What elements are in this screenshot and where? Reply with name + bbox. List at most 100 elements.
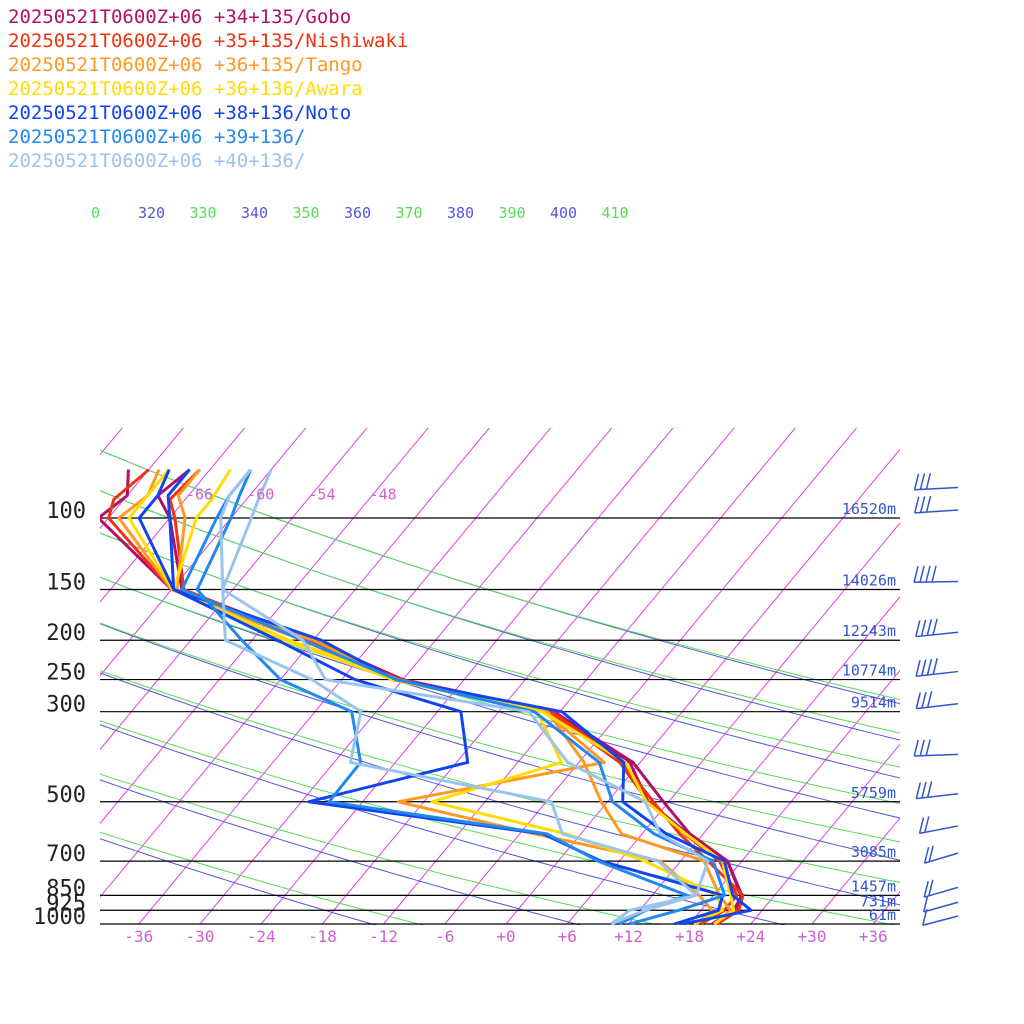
wind-barb xyxy=(914,495,959,514)
theta-label: 0 xyxy=(91,204,100,222)
wind-barb xyxy=(913,472,959,491)
pressure-level-label: 925 xyxy=(46,891,86,916)
pressure-level-label: 300 xyxy=(46,693,86,718)
wind-barb xyxy=(913,565,959,583)
isotherm-line xyxy=(934,428,1024,924)
dry-adiabat-line xyxy=(100,532,900,779)
height-label: 3085m xyxy=(851,843,896,861)
legend-entry: 20250521T0600Z+06 +34+135/Gobo xyxy=(8,6,352,28)
pressure-level-label: 200 xyxy=(46,621,86,646)
temperature-line xyxy=(172,468,736,925)
wind-barb xyxy=(918,816,959,835)
temperature-line xyxy=(180,468,727,925)
dry-adiabat-line xyxy=(100,672,900,906)
legend-entry: 20250521T0600Z+06 +39+136/ xyxy=(8,126,306,148)
dewpoint-line xyxy=(100,469,744,925)
x-tick-label: +36 xyxy=(859,927,888,946)
theta-label: 380 xyxy=(447,204,474,222)
dry-adiabat-line xyxy=(100,724,786,925)
x-tick-label: -30 xyxy=(186,927,215,946)
wind-barb xyxy=(913,739,959,757)
isotherm-line xyxy=(199,427,613,925)
legend-entry: 20250521T0600Z+06 +40+136/ xyxy=(8,150,306,172)
isotherm-line xyxy=(996,428,1024,924)
isotherm-line xyxy=(566,522,900,925)
moist-adiabat-line xyxy=(100,622,900,843)
wind-barb xyxy=(923,845,959,864)
wind-barb xyxy=(915,618,959,638)
wind-barb xyxy=(915,781,959,800)
height-label: 5759m xyxy=(851,784,896,802)
dry-adiabat-line xyxy=(100,490,900,741)
legend-entry: 20250521T0600Z+06 +38+136/Noto xyxy=(8,102,352,124)
dry-adiabat-line xyxy=(100,449,900,705)
isotherm-line xyxy=(100,427,490,898)
wind-barb xyxy=(922,909,959,926)
isotherm-line xyxy=(811,817,900,925)
height-label: 61m xyxy=(869,906,896,924)
pressure-level-label: 1000 xyxy=(33,905,86,930)
dewpoint-line xyxy=(117,469,714,925)
legend: 20250521T0600Z+06 +34+135/Gobo 20250521T0… xyxy=(8,5,408,173)
wind-barb xyxy=(923,879,959,898)
x-tick-label: -36 xyxy=(124,927,153,946)
isotherm-line xyxy=(383,427,796,925)
moist-adiabat-line xyxy=(100,449,900,701)
pressure-level-label: 500 xyxy=(46,783,86,808)
temperature-line xyxy=(166,468,753,925)
dry-adiabat-line xyxy=(100,623,900,861)
isotherm-line xyxy=(100,427,429,825)
pressure-level-label: 250 xyxy=(46,661,86,686)
moist-adiabat-line xyxy=(100,720,897,925)
dewpoint-line xyxy=(137,469,725,925)
isotherm-line xyxy=(100,427,245,603)
height-label: 12243m xyxy=(842,622,896,640)
dewpoint-line xyxy=(221,469,698,925)
theta-label: 330 xyxy=(189,204,216,222)
x-tick-label: +0 xyxy=(496,927,515,946)
x-tick-label: -18 xyxy=(308,927,337,946)
pressure-level-label: 850 xyxy=(46,876,86,901)
legend-entry: 20250521T0600Z+06 +35+135/Nishiwaki xyxy=(8,30,409,52)
isotherm-label: -60 xyxy=(247,485,274,503)
isotherm-line xyxy=(100,427,184,530)
wind-barb xyxy=(915,691,959,710)
x-tick-label: -12 xyxy=(369,927,398,946)
moist-adiabat-line xyxy=(100,773,661,925)
legend-entry: 20250521T0600Z+06 +36+135/Tango xyxy=(8,54,363,76)
height-label: 9514m xyxy=(851,694,896,712)
wind-barb xyxy=(922,895,959,913)
theta-label: 410 xyxy=(601,204,628,222)
isotherm-line xyxy=(444,427,857,925)
height-label: 14026m xyxy=(842,571,896,589)
temperature-line xyxy=(168,468,745,925)
theta-label: 390 xyxy=(498,204,525,222)
dry-adiabat-line xyxy=(100,576,900,819)
x-tick-label: -24 xyxy=(247,927,276,946)
pressure-level-label: 150 xyxy=(46,570,86,595)
legend-entry: 20250521T0600Z+06 +36+136/Awara xyxy=(8,78,363,100)
isotherm-line xyxy=(100,427,368,751)
height-label: 1457m xyxy=(851,877,896,895)
x-tick-label: +6 xyxy=(558,927,577,946)
isotherm-line xyxy=(689,669,900,925)
pressure-level-label: 100 xyxy=(46,499,86,524)
dry-adiabat-line xyxy=(100,838,378,925)
x-tick-label: +12 xyxy=(614,927,643,946)
moist-adiabat-line xyxy=(100,490,900,734)
theta-label: 400 xyxy=(550,204,577,222)
height-label: 16520m xyxy=(842,500,896,518)
x-tick-label: +24 xyxy=(736,927,765,946)
pressure-level-label: 700 xyxy=(46,842,86,867)
x-tick-label: -6 xyxy=(435,927,454,946)
temperature-line xyxy=(219,468,710,925)
theta-label: 350 xyxy=(292,204,319,222)
theta-label: 360 xyxy=(344,204,371,222)
dry-adiabat-line xyxy=(100,779,582,925)
temperature-line xyxy=(175,468,733,925)
theta-label: 370 xyxy=(395,204,422,222)
isotherm-label: -54 xyxy=(308,485,335,503)
x-tick-label: +30 xyxy=(798,927,827,946)
isotherm-label: -48 xyxy=(370,485,397,503)
